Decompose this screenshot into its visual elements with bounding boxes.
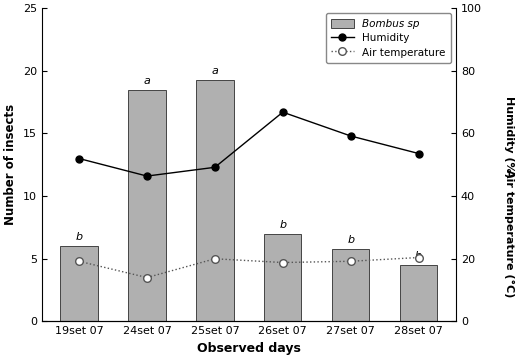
Text: a: a [144,76,150,86]
Text: a: a [211,66,218,76]
Bar [264,234,301,321]
Bar [60,246,98,321]
Text: b: b [75,233,83,242]
Text: Air temperature (°C): Air temperature (°C) [504,169,514,298]
Text: b: b [347,235,354,245]
X-axis label: Observed days: Observed days [197,342,301,355]
Bar [332,249,369,321]
Legend: Bombus sp, Humidity, Air temperature: Bombus sp, Humidity, Air temperature [326,13,451,63]
Text: b: b [279,220,286,230]
Text: b: b [415,251,422,261]
Bar [196,80,234,321]
Bar [400,265,437,321]
Text: Humidity (%): Humidity (%) [504,95,514,177]
Bar [128,90,165,321]
Y-axis label: Number of insects: Number of insects [4,104,17,225]
